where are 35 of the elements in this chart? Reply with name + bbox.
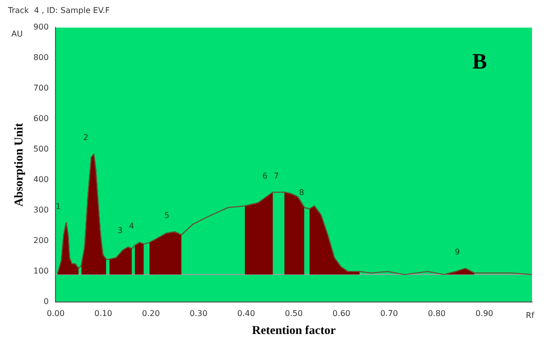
x-tick-label: 0.20	[142, 308, 160, 318]
y-axis-title: Absorption Unit	[11, 122, 26, 207]
y-tick-label: 200	[33, 236, 49, 246]
x-tick-label: 0.60	[332, 308, 350, 318]
x-tick-label: 0.50	[284, 308, 303, 318]
text: AU	[11, 30, 23, 39]
annotation: 6	[262, 171, 268, 180]
annotation: 3	[118, 226, 123, 236]
annotation: 2	[83, 133, 88, 142]
x-tick-label: 0.40	[237, 308, 256, 318]
y-tick-label: 600	[33, 114, 49, 124]
x-tick-label: 0.90	[475, 308, 494, 318]
x-tick-label: 0.80	[428, 308, 446, 318]
y-tick-label: 100	[33, 266, 49, 276]
y-tick-label: 800	[33, 53, 49, 62]
chart-title: Track 4 , ID: Sample EV.F	[7, 6, 110, 15]
annotation: B	[472, 48, 488, 74]
annotation: 1	[56, 202, 61, 211]
annotation: 5	[164, 210, 170, 220]
y-tick-label: 0	[44, 297, 49, 306]
x-tick-label: 0.00	[46, 308, 65, 318]
annotation: 4	[128, 222, 134, 231]
x-tick-label: 0.70	[380, 308, 398, 318]
y-tick-label: 700	[33, 84, 49, 93]
annotation: 7	[274, 171, 279, 180]
x-tick-label: 0.10	[94, 308, 112, 318]
annotation: 9	[454, 248, 460, 257]
x-tick-label: 0.30	[190, 308, 208, 318]
y-tick-label: 300	[33, 206, 49, 215]
annotation: 8	[299, 188, 304, 198]
y-tick-label: 900	[33, 22, 49, 32]
y-tick-label: 500	[33, 144, 49, 154]
x-axis-title: Retention factor	[252, 322, 336, 337]
y-tick-label: 400	[33, 175, 49, 184]
text: Rf	[526, 311, 534, 320]
